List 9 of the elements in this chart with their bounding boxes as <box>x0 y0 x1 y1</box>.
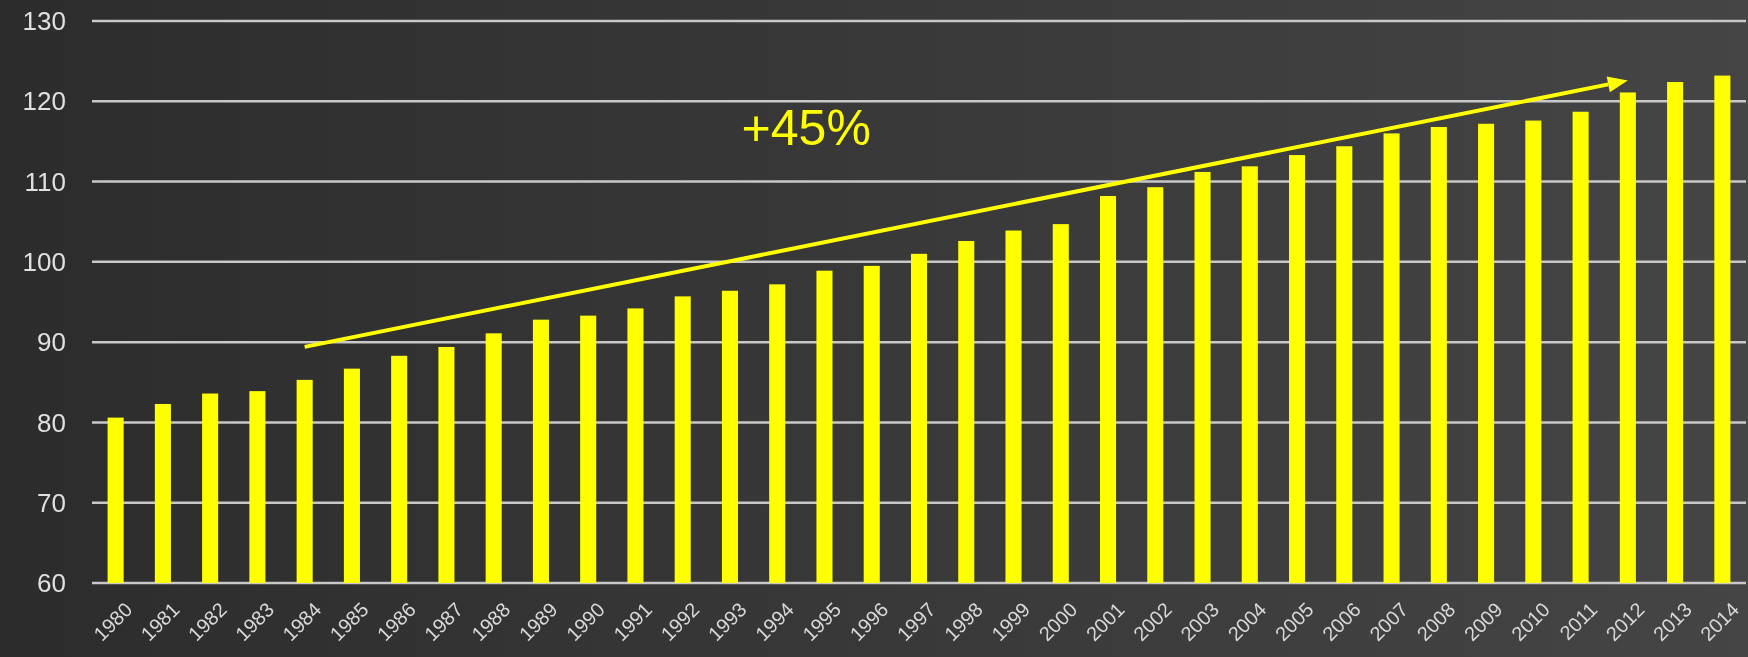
y-tick-label: 100 <box>22 246 66 277</box>
y-tick-label: 120 <box>22 86 66 117</box>
y-tick-label: 110 <box>24 166 66 197</box>
annotation: +45% <box>741 100 871 157</box>
y-tick-label: 80 <box>37 407 66 438</box>
y-tick-label: 70 <box>37 487 66 518</box>
y-tick-label: 90 <box>37 327 66 358</box>
y-tick-label: 130 <box>22 6 66 37</box>
y-tick-label: 60 <box>37 568 66 599</box>
